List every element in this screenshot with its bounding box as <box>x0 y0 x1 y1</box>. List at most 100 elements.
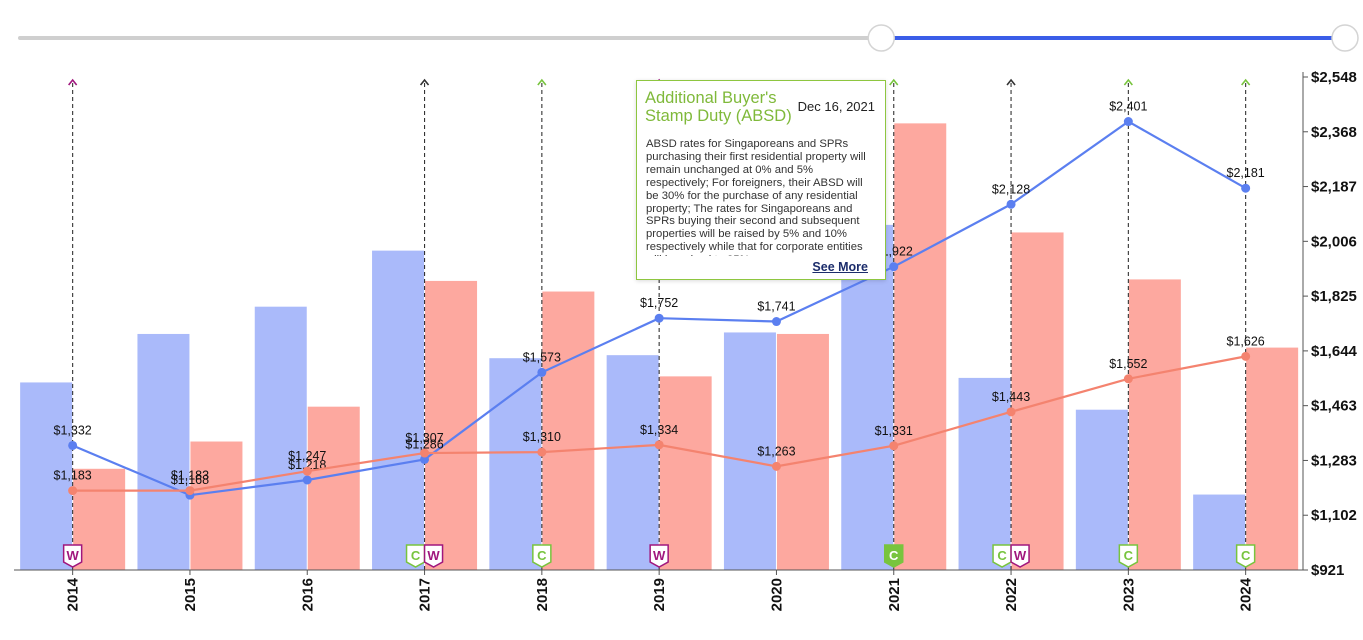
event-badge-c-icon <box>405 544 426 568</box>
x-tick-label: 2024 <box>1238 577 1255 611</box>
bar-a-2015 <box>137 333 190 570</box>
line-data-label: $2,128 <box>992 182 1030 196</box>
line-point <box>1241 183 1251 193</box>
bar-a-2023 <box>1075 409 1128 570</box>
event-badge-letter: W <box>653 548 666 563</box>
x-tick-label: 2016 <box>299 578 316 611</box>
bar-b-2015 <box>190 441 243 570</box>
line-data-label: $1,573 <box>523 350 561 364</box>
event-badge-letter: C <box>537 548 547 563</box>
year-range-slider[interactable] <box>18 24 1359 52</box>
line-data-label: $1,443 <box>992 390 1030 404</box>
line-point <box>537 447 547 457</box>
y-tick-label: $2,368 <box>1311 124 1357 141</box>
y-tick-label: $1,102 <box>1311 507 1357 524</box>
event-badge-w-icon <box>649 544 669 568</box>
event-badge-c-icon <box>884 544 904 568</box>
y-tick-label: $1,644 <box>1311 343 1358 360</box>
line-point <box>771 317 781 327</box>
x-tick-label: 2017 <box>417 578 434 611</box>
event-arrow-icon <box>1006 78 1016 86</box>
line-point <box>302 475 312 485</box>
line-data-label: $1,168 <box>171 473 209 487</box>
event-badge-letter: C <box>1241 548 1251 563</box>
y-tick-label: $1,283 <box>1311 452 1357 469</box>
bar-b-2017 <box>425 280 478 570</box>
lines-layer: $1,332 $1,168 $1,218 $1,286 $1,573 $1,752 $1,7… <box>54 100 1265 500</box>
tooltip-body: ABSD rates for Singaporeans and SPRs pur… <box>646 138 866 256</box>
x-tick-label: 2023 <box>1120 578 1137 611</box>
bar-b-2020 <box>776 333 829 570</box>
event-arrow-icon <box>537 78 547 86</box>
event-badge-letter: C <box>411 548 421 563</box>
line-data-label: $1,247 <box>288 449 326 463</box>
line-data-label: $1,183 <box>171 469 209 483</box>
line-data-label: $2,181 <box>1227 166 1265 180</box>
line-data-label: $1,218 <box>288 458 326 472</box>
x-tick-label: 2014 <box>65 577 82 611</box>
line-data-label: $1,183 <box>54 469 92 483</box>
see-more-link[interactable]: See More <box>812 260 868 274</box>
x-tick-label: 2020 <box>768 578 785 611</box>
line-point <box>771 461 781 471</box>
event-badge-letter: C <box>889 548 899 563</box>
event-badge-w-icon <box>62 544 83 568</box>
line-data-label: $1,334 <box>640 423 678 437</box>
x-tick-label: 2021 <box>886 578 903 611</box>
slider-handle-start[interactable] <box>867 24 895 52</box>
event-arrow-icon <box>1241 78 1251 86</box>
event-badge-w-icon <box>1010 544 1030 568</box>
event-badge-c-icon <box>1118 544 1139 568</box>
event-badge-letter: W <box>427 548 440 563</box>
line-data-label: $1,332 <box>54 423 92 437</box>
y-tick-label: $2,548 <box>1311 69 1357 86</box>
line-point <box>889 262 899 272</box>
bar-b-2021 <box>894 123 947 571</box>
bar-b-2016 <box>307 406 360 570</box>
bar-a-2022 <box>958 377 1011 570</box>
tooltip-date: Dec 16, 2021 <box>797 99 875 114</box>
event-arrow-icon <box>1123 78 1133 86</box>
y-tick-label: $2,187 <box>1311 179 1357 196</box>
line-point <box>1123 374 1133 384</box>
line-data-label: $1,307 <box>405 431 443 445</box>
tooltip-title: Additional Buyer's Stamp Duty (ABSD) <box>645 89 792 125</box>
line-point <box>654 440 664 450</box>
bar-b-2023 <box>1128 279 1181 570</box>
bar-a-2021 <box>841 224 894 571</box>
bar-b-2018 <box>542 291 595 570</box>
event-badge-c-icon <box>1235 544 1256 568</box>
event-badge-c-icon <box>532 544 552 568</box>
bar-b-2019 <box>659 376 712 570</box>
slider-handle-end[interactable] <box>1331 24 1359 52</box>
line-point <box>889 441 899 451</box>
line-point <box>68 440 78 450</box>
event-arrow-icon <box>889 78 899 86</box>
line-point <box>1241 351 1251 361</box>
line-point <box>537 367 547 377</box>
line-point <box>185 486 195 496</box>
bar-a-2020 <box>723 332 776 570</box>
line-data-label: $1,310 <box>523 430 561 444</box>
y-tick-label: $921 <box>1311 562 1344 579</box>
x-tick-label: 2018 <box>534 578 551 611</box>
event-arrow-icon <box>68 78 78 86</box>
line-data-label: $1,741 <box>757 300 795 314</box>
event-badge-letter: W <box>67 548 80 563</box>
line-point <box>420 454 430 464</box>
bars-layer <box>20 123 1299 571</box>
event-badge-letter: C <box>997 548 1007 563</box>
line-point <box>420 448 430 458</box>
line-data-label: $2,401 <box>1109 100 1147 114</box>
bar-a-2018 <box>489 358 542 570</box>
line-point <box>302 466 312 476</box>
line-point <box>1006 199 1016 209</box>
bar-a-2014 <box>20 382 73 570</box>
event-badge-letter: C <box>1124 548 1134 563</box>
line-data-label: $1,552 <box>1109 357 1147 371</box>
event-badge-w-icon <box>423 544 444 568</box>
event-badge-letter: W <box>1014 548 1027 563</box>
line-point <box>1123 117 1133 127</box>
line-data-label: $1,626 <box>1227 334 1265 348</box>
